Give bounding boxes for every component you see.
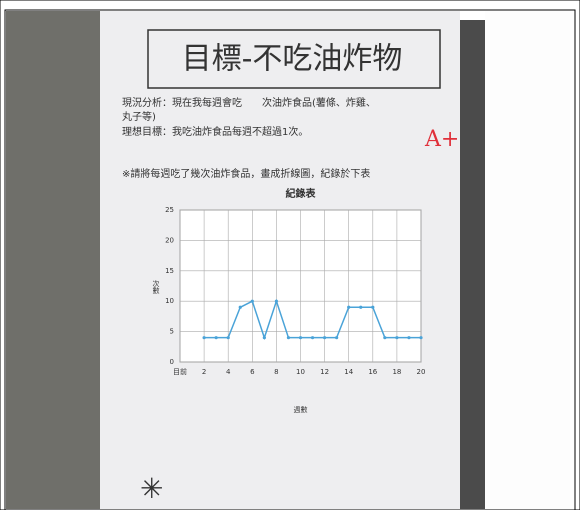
next-page xyxy=(460,20,485,509)
data-point xyxy=(226,336,230,340)
y-tick-label: 10 xyxy=(165,297,174,305)
data-point xyxy=(310,336,315,340)
title-box xyxy=(147,29,441,89)
data-point xyxy=(298,336,303,340)
x-tick-label: 14 xyxy=(344,368,353,376)
background-right xyxy=(485,11,574,509)
x-tick-label: 18 xyxy=(392,368,401,376)
y-tick-label: 15 xyxy=(165,267,174,275)
data-point xyxy=(202,336,206,340)
grade: A+ xyxy=(424,127,459,152)
data-point xyxy=(419,336,423,340)
analysis-cont: 丸子等) xyxy=(122,110,156,123)
x-tick-label: 12 xyxy=(320,368,329,376)
y-tick-label: 5 xyxy=(170,328,174,336)
page-title: 目標-不吃油炸物 xyxy=(182,42,403,77)
data-point xyxy=(335,336,339,340)
data-point xyxy=(395,336,399,340)
x-tick-label: 16 xyxy=(368,368,377,376)
y-tick-label: 20 xyxy=(165,236,174,244)
data-point xyxy=(238,305,242,309)
x-tick-label: 6 xyxy=(250,368,255,376)
y-tick-label: 0 xyxy=(170,358,174,366)
background-left xyxy=(6,11,100,509)
data-point xyxy=(347,305,351,309)
data-point xyxy=(214,336,218,340)
y-tick-label: 25 xyxy=(165,206,174,214)
data-point xyxy=(383,336,387,340)
goal: 理想目標：我吃油炸食品每週不超過1次。 xyxy=(122,125,308,138)
x-axis-label: 週數 xyxy=(294,405,308,414)
data-point xyxy=(407,336,411,340)
chart-title: 紀錄表 xyxy=(286,187,317,200)
x-tick-label: 目前 xyxy=(173,367,187,376)
data-point xyxy=(274,299,278,303)
analysis: 現況分析：現在我每週會吃 次油炸食品(薯條、炸雞、 xyxy=(122,96,376,109)
x-tick-label: 8 xyxy=(274,368,278,376)
data-point xyxy=(371,305,375,309)
star-icon: ✳ xyxy=(140,472,163,505)
x-tick-label: 4 xyxy=(226,368,231,376)
data-point xyxy=(262,336,266,340)
data-point xyxy=(250,299,254,303)
x-tick-label: 10 xyxy=(296,368,305,376)
y-axis-label: 次數 xyxy=(152,279,160,295)
instruction: ※請將每週吃了幾次油炸食品，畫成折線圖，紀錄於下表 xyxy=(122,167,370,180)
data-point xyxy=(286,336,291,340)
data-point xyxy=(359,305,363,309)
x-tick-label: 20 xyxy=(417,368,426,376)
x-tick-label: 2 xyxy=(202,368,206,376)
data-point xyxy=(323,336,327,340)
